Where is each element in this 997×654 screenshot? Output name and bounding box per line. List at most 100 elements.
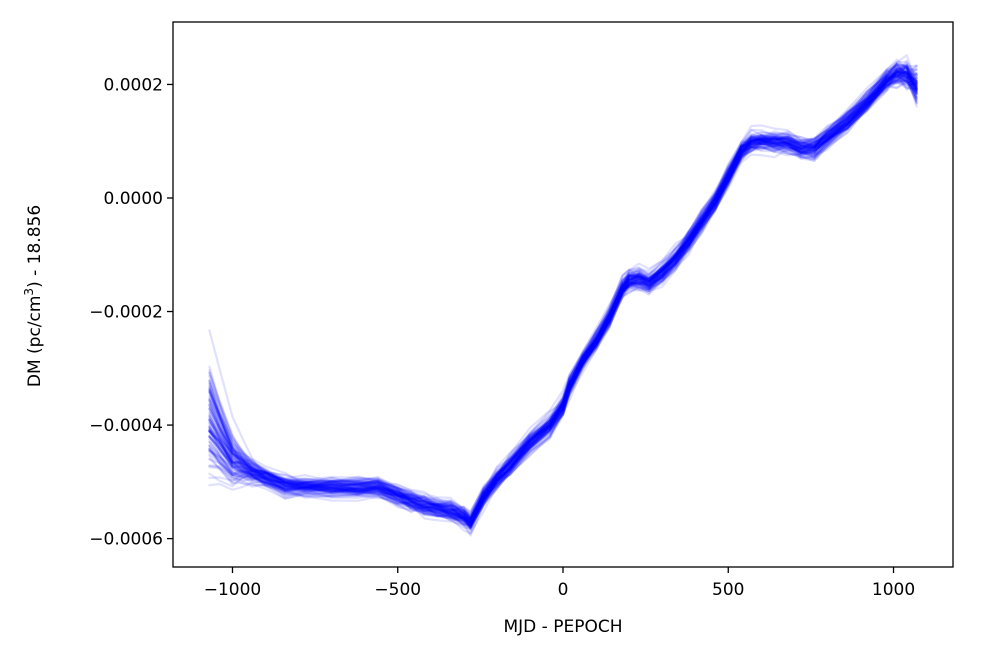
realization-line (208, 70, 918, 522)
realization-line (208, 69, 918, 528)
realization-line (208, 68, 918, 532)
realization-line (208, 63, 918, 537)
realization-line (208, 79, 918, 526)
y-axis-label-superscript: 3 (22, 288, 36, 296)
realization-line (208, 70, 918, 524)
realization-line (208, 65, 918, 524)
x-tick-label: 0 (558, 580, 569, 600)
realization-line (208, 69, 918, 523)
realization-line (208, 77, 918, 531)
y-tick-label: 0.0002 (104, 75, 163, 95)
realization-line (208, 74, 918, 522)
realization-line (208, 79, 918, 535)
realization-line (208, 72, 918, 526)
realization-line (208, 64, 918, 521)
realization-line (208, 69, 918, 529)
realization-line (208, 68, 918, 526)
realization-line (208, 70, 918, 517)
realization-line (208, 76, 918, 526)
realization-line (208, 62, 918, 521)
realization-line (208, 76, 918, 528)
realization-line (208, 65, 918, 521)
realization-line (208, 68, 918, 520)
realization-lines (208, 54, 918, 537)
x-tick-label: 500 (712, 580, 744, 600)
realization-line (208, 71, 918, 523)
realization-line (208, 66, 918, 524)
realization-line (208, 74, 918, 523)
x-axis-label: MJD - PEPOCH (504, 617, 623, 637)
realization-line (208, 71, 918, 522)
realization-line (208, 69, 918, 529)
realization-line (208, 66, 918, 525)
realization-line (208, 79, 918, 527)
realization-line (208, 73, 918, 526)
realization-line (208, 79, 918, 522)
realization-line (208, 67, 918, 513)
y-axis: −0.0006 −0.0004 −0.0002 0.0000 0.0002 (89, 75, 173, 550)
realization-line (208, 80, 918, 530)
realization-line (208, 63, 918, 520)
realization-line (208, 65, 918, 520)
realization-line (208, 73, 918, 522)
realization-line (208, 71, 918, 524)
realization-line (208, 74, 918, 531)
y-axis-label: DM (pc/cm3) - 18.856 (22, 205, 45, 387)
realization-line (208, 68, 918, 524)
realization-line (208, 54, 918, 519)
realization-line (208, 73, 918, 527)
realization-line (208, 71, 918, 529)
realization-line (208, 70, 918, 528)
realization-line (208, 64, 918, 520)
realization-line (208, 67, 918, 519)
realization-line (208, 63, 918, 522)
realization-line (208, 69, 918, 530)
realization-line (208, 62, 918, 529)
realization-line (208, 75, 918, 527)
realization-line (208, 61, 918, 516)
realization-line (208, 75, 918, 525)
realization-line (208, 65, 918, 519)
realization-line (208, 71, 918, 524)
realization-line (208, 69, 918, 524)
realization-line (208, 74, 918, 518)
realization-line (208, 66, 918, 519)
realization-line (208, 70, 918, 525)
realization-line (208, 73, 918, 527)
realization-line (208, 66, 918, 525)
y-tick-label: −0.0006 (89, 530, 163, 550)
y-tick-label: 0.0000 (104, 189, 163, 209)
realization-line (208, 81, 918, 522)
realization-line (208, 59, 918, 523)
realization-line (208, 82, 918, 520)
realization-line (208, 63, 918, 520)
realization-line (208, 64, 918, 523)
realization-line (208, 77, 918, 521)
realization-line (208, 69, 918, 527)
realization-line (208, 78, 918, 526)
realization-line (208, 74, 918, 524)
realization-line (208, 68, 918, 526)
realization-line (208, 58, 918, 521)
realization-line (208, 68, 918, 522)
x-tick-label: −1000 (204, 580, 262, 600)
realization-line (208, 65, 918, 521)
realization-line (208, 66, 918, 526)
realization-line (208, 70, 918, 520)
x-axis: −1000 −500 0 500 1000 (204, 567, 915, 600)
realization-line (208, 65, 918, 525)
x-tick-label: 1000 (872, 580, 915, 600)
realization-line (208, 64, 918, 530)
realization-line (208, 62, 918, 528)
realization-line (208, 70, 918, 521)
realization-line (208, 63, 918, 530)
realization-line (208, 70, 918, 527)
realization-line (208, 70, 918, 526)
realization-line (208, 67, 918, 522)
realization-line (208, 66, 918, 519)
x-tick-label: −500 (374, 580, 421, 600)
realization-line (208, 69, 918, 520)
realization-line (208, 80, 918, 530)
y-axis-label-main: DM (pc/cm (25, 296, 45, 388)
